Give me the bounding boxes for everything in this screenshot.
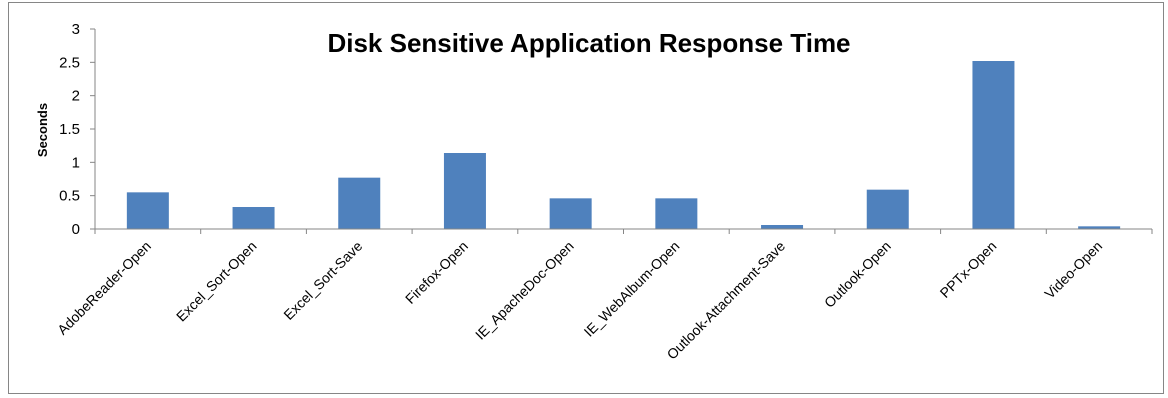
- bar: [866, 189, 909, 229]
- y-tick-label: 2: [72, 88, 80, 105]
- bar: [761, 225, 804, 229]
- x-tick-label: IE_ApacheDoc-Open: [472, 238, 577, 343]
- y-axis-label: Seconds: [35, 103, 50, 157]
- y-tick-label: 2.5: [59, 54, 80, 71]
- x-tick-label: Video-Open: [1041, 238, 1105, 302]
- x-axis-ticks: AdobeReader-Open Excel_Sort-Open Excel_Sor…: [54, 229, 1153, 363]
- bar: [655, 198, 698, 229]
- x-tick-label: Firefox-Open: [402, 238, 471, 307]
- y-tick-label: 3: [72, 21, 80, 38]
- y-tick-label: 0: [72, 221, 80, 238]
- bar: [1078, 226, 1121, 229]
- y-tick-label: 0.5: [59, 188, 80, 205]
- x-tick-label: Outlook-Attachment-Save: [664, 238, 789, 363]
- x-tick-label: PPTx-Open: [937, 238, 1000, 301]
- x-tick-label: Excel_Sort-Save: [280, 238, 365, 323]
- x-tick-label: AdobeReader-Open: [54, 238, 154, 338]
- chart-frame: [8, 2, 1164, 394]
- bar: [549, 198, 592, 229]
- bar: [972, 61, 1015, 229]
- y-tick-label: 1: [72, 154, 80, 171]
- x-tick-label: Outlook-Open: [821, 238, 894, 311]
- x-tick-label: IE_WebAlbum-Open: [581, 238, 683, 340]
- x-tick-label: Excel_Sort-Open: [173, 238, 260, 325]
- bar: [126, 192, 169, 229]
- bar: [232, 207, 275, 229]
- chart-title: Disk Sensitive Application Response Time: [327, 28, 850, 58]
- y-tick-label: 1.5: [59, 121, 80, 138]
- bar-series: [126, 61, 1121, 229]
- bar: [443, 153, 486, 229]
- bar: [338, 177, 381, 229]
- y-axis-ticks: 0 0.5 1 1.5 2 2.5 3: [59, 21, 95, 238]
